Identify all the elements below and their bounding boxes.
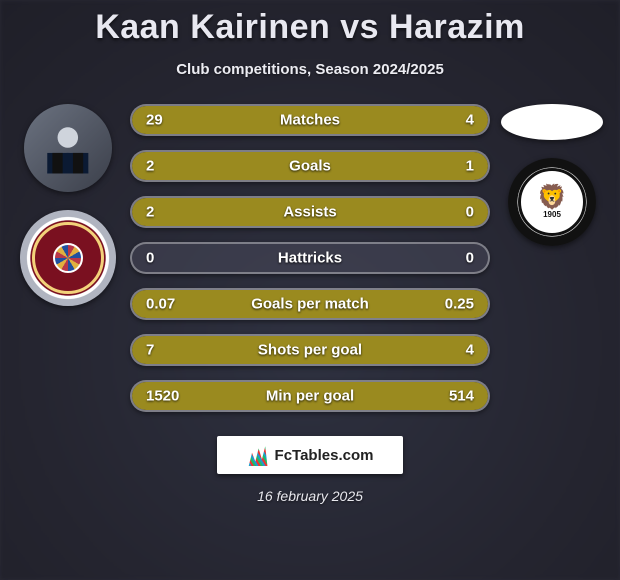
stat-bar: 0.07 0.25 Goals per match	[130, 288, 490, 320]
stat-label: Goals	[289, 158, 331, 175]
stat-value-right: 4	[466, 342, 474, 359]
stat-bar: 2 0 Assists	[130, 196, 490, 228]
stat-bar: 2 1 Goals	[130, 150, 490, 182]
stat-label: Min per goal	[266, 388, 354, 405]
stat-value-left: 29	[146, 112, 163, 129]
stat-label: Goals per match	[251, 296, 369, 313]
stat-value-left: 7	[146, 342, 154, 359]
player-avatar-right	[501, 104, 603, 140]
chart-icon	[247, 444, 269, 466]
stat-bar: 29 4 Matches	[130, 104, 490, 136]
stat-fill-right	[399, 382, 488, 410]
person-icon	[37, 117, 99, 179]
stat-value-left: 2	[146, 158, 154, 175]
subtitle: Club competitions, Season 2024/2025	[0, 61, 620, 78]
stat-value-right: 0	[466, 204, 474, 221]
date-text: 16 february 2025	[0, 488, 620, 504]
right-side: 🦁1905	[490, 104, 614, 246]
branding-text: FcTables.com	[275, 447, 374, 464]
club-crest-right: 🦁1905	[508, 158, 596, 246]
stat-label: Matches	[280, 112, 340, 129]
stat-label: Assists	[283, 204, 336, 221]
comparison-row: 29 4 Matches 2 1 Goals 2 0 Assists 0 0 Hattricks 0.0…	[0, 104, 620, 412]
stat-bar: 0 0 Hattricks	[130, 242, 490, 274]
stat-value-left: 0.07	[146, 296, 175, 313]
left-side	[6, 104, 130, 306]
branding-badge[interactable]: FcTables.com	[217, 436, 403, 474]
page-title: Kaan Kairinen vs Harazim	[0, 8, 620, 47]
stat-bar: 1520 514 Min per goal	[130, 380, 490, 412]
stats-column: 29 4 Matches 2 1 Goals 2 0 Assists 0 0 Hattricks 0.0…	[130, 104, 490, 412]
stat-value-right: 514	[449, 388, 474, 405]
stat-fill-left	[132, 152, 371, 180]
stat-label: Hattricks	[278, 250, 342, 267]
stat-bar: 7 4 Shots per goal	[130, 334, 490, 366]
stat-value-right: 1	[466, 158, 474, 175]
stat-value-right: 0	[466, 250, 474, 267]
stat-value-left: 0	[146, 250, 154, 267]
stat-value-left: 1520	[146, 388, 179, 405]
stat-value-left: 2	[146, 204, 154, 221]
stat-value-right: 4	[466, 112, 474, 129]
club-crest-left	[20, 210, 116, 306]
stat-label: Shots per goal	[258, 342, 362, 359]
player-avatar-left	[24, 104, 112, 192]
stat-value-right: 0.25	[445, 296, 474, 313]
